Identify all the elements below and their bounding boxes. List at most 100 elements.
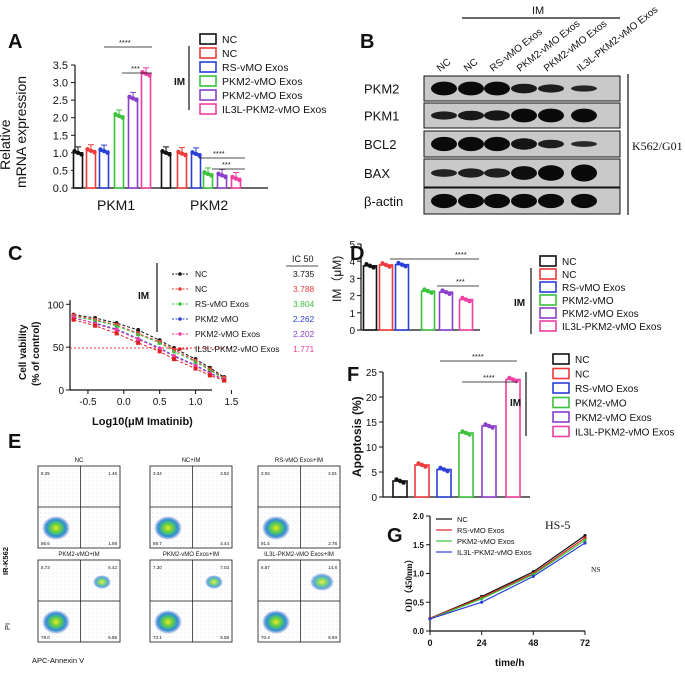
g-legend-label: IL3L-PKM2-vMO Exos (457, 548, 532, 557)
e-cell-cluster (42, 516, 70, 540)
a-data-point (134, 97, 139, 103)
g-series-line (429, 537, 586, 619)
d-bar (458, 298, 474, 331)
a-data-point (163, 150, 169, 156)
b-band (431, 111, 457, 120)
e-plot-title: PKM2-vMO+IM (58, 552, 99, 558)
a-bar (72, 152, 84, 189)
b-band (431, 169, 457, 177)
panel-a-bar-chart: 0.0 0.5 1.0 1.5 2.0 2.5 3.0 3.5 Relative mRNA e… (0, 33, 326, 213)
a-y-tick-label: 3.5 (53, 60, 68, 72)
c-legend-marker (178, 272, 182, 276)
f-data-point (507, 375, 512, 381)
c-ylabel-line2: (% of control) (31, 322, 42, 386)
f-y-tick-label: 25 (366, 368, 378, 379)
a-data-point (183, 152, 188, 158)
b-band (484, 110, 510, 121)
f-legend-swatch (552, 425, 570, 438)
b-lane-label: NC (435, 57, 453, 75)
b-band (511, 166, 537, 180)
f-data-point (463, 430, 469, 436)
d-legend: NC NC RS-vMO Exos PKM2-vMO PKM2-vMO Exos IL3L… (539, 255, 661, 333)
a-data-point (116, 113, 122, 119)
a-legend-swatch (199, 61, 217, 73)
d-data-point (422, 287, 427, 292)
c-data-point (193, 364, 198, 368)
b-band (511, 108, 537, 123)
a-legend-swatch (199, 75, 217, 87)
a-legend-label: PKM2-vMO Exos (222, 90, 303, 102)
c-legend-marker (178, 317, 182, 321)
panel-label-b: B (360, 31, 374, 53)
g-data-point (480, 600, 484, 604)
f-legend: NC NC RS-vMO Exos PKM2-vMO PKM2-vMO Exos IL3L… (552, 353, 674, 439)
c-data-point (193, 366, 198, 371)
b-band (431, 136, 457, 152)
a-y-tick-label: 1.5 (53, 130, 68, 142)
d-y-tick-label: 5 (349, 240, 355, 251)
d-legend-swatch (539, 268, 557, 280)
b-band (484, 193, 510, 209)
a-y-tick-label: 1.0 (53, 148, 68, 160)
a-bar (113, 115, 125, 189)
c-y-tick-label: 0 (58, 386, 64, 397)
e-quadrant-value: 3.34 (153, 471, 162, 476)
a-data-point (127, 94, 132, 99)
d-data-point (383, 262, 389, 268)
b-band (571, 193, 597, 209)
a-data-point (216, 171, 221, 176)
a-data-point (160, 149, 165, 154)
d-bar (362, 265, 378, 331)
a-bar (176, 152, 188, 189)
d-sig-label: *** (456, 277, 465, 286)
b-band (484, 136, 510, 152)
c-data-point (135, 331, 141, 337)
d-data-point (380, 261, 385, 266)
b-protein-label: PKM1 (364, 109, 399, 124)
g-data-point (583, 541, 587, 545)
c-ic50-value: 3.804 (293, 299, 315, 309)
d-legend-swatch (539, 307, 557, 319)
panel-f-bar-chart: 0 5 10 15 20 25 Apoptosis (%) **** **** NC NC R… (350, 352, 674, 504)
e-cell-cluster (154, 610, 182, 634)
e-quadrant-value: 14.8 (328, 565, 337, 570)
d-y-tick-label: 1 (349, 309, 355, 320)
a-sig-label: **** (119, 38, 131, 47)
c-ic50-value: 2.202 (293, 329, 315, 339)
c-data-point (157, 340, 162, 345)
g-series-line (429, 539, 586, 620)
g-x-tick-label: 24 (477, 638, 487, 648)
panel-g-line-chart: 0 24 48 72 0.0 0.5 1.0 1.5 2.0 HS-5 NC RS-vMO Exo… (404, 512, 601, 669)
c-data-point (71, 317, 76, 322)
e-quadrant-value: 7.03 (220, 565, 229, 570)
d-legend-swatch (539, 320, 557, 332)
d-data-point (460, 295, 465, 301)
a-data-point (209, 173, 214, 178)
g-ns-label: NS (591, 565, 601, 574)
c-legend-label: NC (195, 269, 207, 279)
d-bar (420, 290, 436, 331)
f-data-point (445, 468, 450, 474)
e-plot-title: NC (75, 458, 84, 464)
c-data-point (172, 354, 177, 359)
c-ic50-value: 1.771 (293, 344, 315, 354)
a-ylabel-line2: mRNA expression (13, 76, 29, 188)
c-ic50-value: 2.262 (293, 314, 315, 324)
g-legend: NC RS-vMO Exos PKM2-vMO Exos IL3L-PKM2-vMO … (436, 515, 532, 557)
e-xlabel: APC-Annexin V (32, 656, 84, 665)
d-bar (394, 263, 410, 331)
e-quadrant-value: 2.81 (328, 471, 337, 476)
d-im-label: IM (514, 298, 525, 309)
f-legend-label: PKM2-vMO Exos (575, 413, 652, 424)
f-legend-label: IL3L-PKM2-vMO Exos (575, 428, 674, 439)
d-legend-label: NC (562, 270, 576, 281)
c-data-point (193, 359, 198, 364)
d-data-point (367, 263, 373, 269)
e-quadrant-value: 70.4 (261, 635, 270, 640)
d-y-tick-label: 3 (349, 274, 355, 285)
a-legend-label: PKM2-vMO Exos (222, 76, 303, 88)
b-band (538, 165, 564, 181)
b-band (571, 164, 597, 182)
